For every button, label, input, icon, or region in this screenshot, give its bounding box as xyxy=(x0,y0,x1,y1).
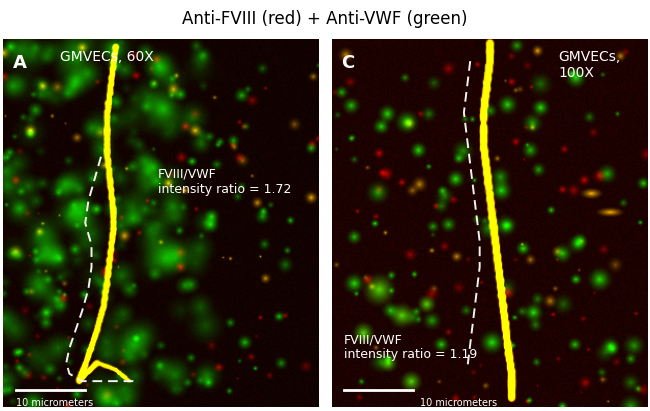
Text: C: C xyxy=(341,54,354,72)
Text: 10 micrometers: 10 micrometers xyxy=(16,398,93,408)
Text: 10 micrometers: 10 micrometers xyxy=(420,398,497,408)
Text: A: A xyxy=(13,54,27,72)
Text: GMVECs,
100X: GMVECs, 100X xyxy=(558,50,621,80)
Text: FVIII/VWF
intensity ratio = 1.19: FVIII/VWF intensity ratio = 1.19 xyxy=(344,333,477,361)
Text: GMVECs, 60X: GMVECs, 60X xyxy=(60,50,154,64)
Text: Anti-FVIII (red) + Anti-VWF (green): Anti-FVIII (red) + Anti-VWF (green) xyxy=(182,10,468,28)
Text: FVIII/VWF
intensity ratio = 1.72: FVIII/VWF intensity ratio = 1.72 xyxy=(158,168,291,196)
